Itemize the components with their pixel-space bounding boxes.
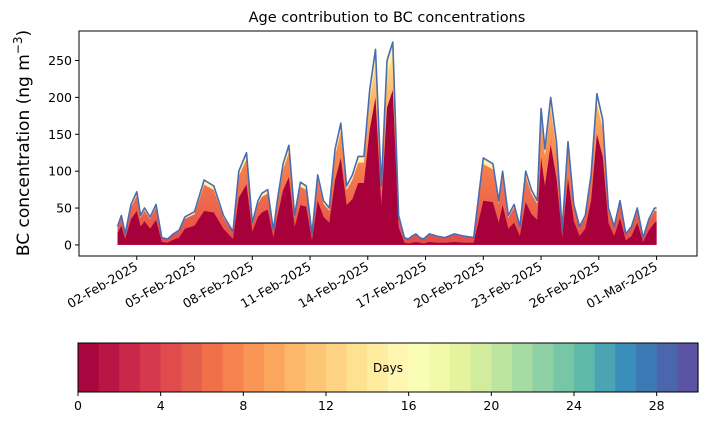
- colorbar-segment: [78, 343, 100, 392]
- colorbar-segment: [574, 343, 596, 392]
- colorbar-segment: [594, 343, 616, 392]
- x-axis: 02-Feb-202505-Feb-202508-Feb-202511-Feb-…: [64, 256, 660, 311]
- y-tick-label: 0: [64, 237, 72, 252]
- colorbar-segment: [243, 343, 265, 392]
- colorbar-segment: [264, 343, 286, 392]
- colorbar-tick-label: 20: [483, 398, 499, 413]
- y-axis-label-superscript: −3: [11, 36, 25, 54]
- colorbar-segment: [429, 343, 451, 392]
- y-tick-label: 50: [56, 201, 72, 216]
- colorbar-frame: [77, 342, 699, 393]
- chart-title: Age contribution to BC concentrations: [249, 10, 526, 26]
- axes-frame: [78, 30, 698, 257]
- colorbar-segment: [470, 343, 492, 392]
- colorbar-tick-label: 12: [318, 398, 334, 413]
- colorbar-tick-label: 4: [157, 398, 165, 413]
- total-bc-line: [116, 41, 657, 240]
- colorbar-segment: [98, 343, 120, 392]
- colorbar-label: Days: [373, 361, 403, 375]
- colorbar-segment: [491, 343, 513, 392]
- y-tick-label: 250: [48, 53, 72, 68]
- y-tick-label: 150: [48, 127, 72, 142]
- colorbar-segment: [119, 343, 141, 392]
- colorbar-segment: [367, 343, 389, 392]
- colorbar-segment: [202, 343, 224, 392]
- y-axis-label-close: ): [14, 30, 34, 37]
- colorbar-segment: [450, 343, 472, 392]
- y-tick-label: 200: [48, 90, 72, 105]
- plot-area: [116, 41, 657, 245]
- y-axis-label-main: BC concentration (ng m: [14, 54, 34, 256]
- colorbar-tick-label: 0: [74, 398, 82, 413]
- colorbar-segment: [284, 343, 306, 392]
- colorbar-segment: [615, 343, 637, 392]
- colorbar-tick-label: 8: [239, 398, 247, 413]
- colorbar-tick-label: 16: [401, 398, 417, 413]
- colorbar-segment: [140, 343, 162, 392]
- y-axis-label: BC concentration (ng m−3): [11, 30, 34, 256]
- area-young-ages: [117, 90, 657, 245]
- colorbar-segment: [532, 343, 554, 392]
- colorbar-segment: [160, 343, 182, 392]
- colorbar-segment: [656, 343, 678, 392]
- colorbar-segment: [636, 343, 658, 392]
- colorbar-segment: [512, 343, 534, 392]
- y-axis: 0 50 100 150 200 250: [48, 53, 79, 252]
- colorbar-segment: [222, 343, 244, 392]
- y-tick-label: 100: [48, 164, 72, 179]
- colorbar-segment: [326, 343, 348, 392]
- colorbar-segment: [677, 343, 699, 392]
- colorbar-tick-label: 28: [649, 398, 665, 413]
- colorbar-segment: [553, 343, 575, 392]
- colorbar-tick-label: 24: [566, 398, 582, 413]
- colorbar-segment: [305, 343, 327, 392]
- colorbar-segment: [346, 343, 368, 392]
- colorbar-segment: [181, 343, 203, 392]
- colorbar-segment: [388, 343, 410, 392]
- colorbar-segment: [408, 343, 430, 392]
- colorbar: 0 4 8 12 16 20 24 28: [74, 343, 699, 413]
